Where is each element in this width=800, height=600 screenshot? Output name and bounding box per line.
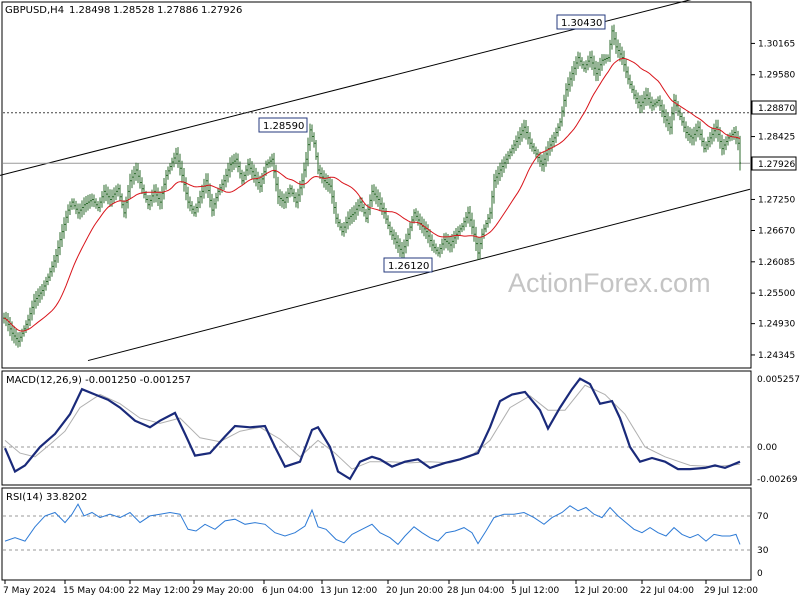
time-tick-label: 12 Jul 20:00 [574, 586, 628, 596]
price-tick-label: 1.30165 [758, 39, 795, 49]
time-tick-label: 29 May 20:00 [192, 586, 254, 596]
horizontal-levels [3, 112, 750, 164]
svg-text:1.30430: 1.30430 [561, 18, 602, 29]
price-label-current: 1.27926 [751, 156, 797, 171]
macd-panel-frame [1, 370, 752, 486]
svg-text:1.28498: 1.28498 [69, 5, 110, 16]
symbol-readout: GBPUSD,H4 1.28498 1.28528 1.27886 1.2792… [5, 5, 242, 16]
channel-line-lower [87, 188, 751, 362]
time-tick-label: 13 Jun 12:00 [320, 586, 377, 596]
macd-signal-line [4, 384, 741, 470]
time-tick-label: 20 Jun 20:00 [386, 586, 443, 596]
rsi-axis-70: 70 [757, 512, 769, 522]
svg-text:1.27926: 1.27926 [201, 5, 242, 16]
price-tick-label: 1.26670 [758, 227, 795, 237]
time-tick-label: 22 May 12:00 [128, 586, 190, 596]
svg-text:1.28870: 1.28870 [758, 104, 795, 114]
callout-low: 1.26120 [383, 257, 433, 273]
callout-mid: 1.28590 [258, 117, 308, 133]
svg-text:1.28590: 1.28590 [263, 121, 304, 132]
time-tick-label: 22 Jul 04:00 [640, 586, 694, 596]
macd-axis-max: 0.005257 [757, 375, 800, 385]
price-tick-label: 1.25500 [758, 289, 795, 299]
time-tick-label: 6 Jun 04:00 [262, 586, 314, 596]
callout-high: 1.30430 [556, 14, 606, 30]
price-tick-label: 1.24930 [758, 320, 795, 330]
watermark: ActionForex.com [508, 268, 711, 298]
time-tick-label: 28 Jun 04:00 [447, 586, 504, 596]
svg-text:GBPUSD,H4: GBPUSD,H4 [5, 5, 64, 16]
svg-text:1.27886: 1.27886 [157, 5, 198, 16]
price-axis: 1.30165 1.29580 1.28425 1.27250 1.26670 1.260… [751, 39, 795, 361]
rsi-label: RSI(14) 33.8202 [6, 492, 87, 503]
time-tick-label: 29 Jul 12:00 [704, 586, 758, 596]
price-tick-label: 1.29580 [758, 71, 795, 81]
macd-label: MACD(12,26,9) -0.001250 -0.001257 [6, 375, 191, 386]
price-panel-frame [1, 1, 752, 369]
macd-line [3, 377, 741, 481]
moving-average-line [3, 57, 741, 332]
rsi-line [4, 503, 741, 546]
time-tick-label: 7 May 2024 [3, 586, 56, 596]
price-bars [3, 24, 741, 348]
price-label-level: 1.28870 [751, 100, 797, 115]
svg-text:1.27926: 1.27926 [758, 160, 795, 170]
svg-text:1.28528: 1.28528 [113, 5, 154, 16]
price-tick-label: 1.24345 [758, 351, 795, 361]
time-axis: 7 May 2024 15 May 04:00 22 May 12:00 29 May… [3, 580, 758, 596]
price-tick-label: 1.28425 [758, 133, 795, 143]
macd-axis-min: -0.00269 [757, 475, 798, 485]
price-tick-label: 1.27250 [758, 195, 795, 205]
rsi-axis-0: 0 [757, 569, 763, 579]
macd-axis-zero: 0.00 [757, 443, 777, 453]
time-tick-label: 5 Jul 12:00 [511, 586, 560, 596]
price-tick-label: 1.26085 [758, 258, 795, 268]
rsi-panel-frame [1, 487, 752, 581]
rsi-axis-30: 30 [757, 546, 769, 556]
svg-text:1.26120: 1.26120 [388, 261, 429, 272]
time-tick-label: 15 May 04:00 [63, 586, 125, 596]
